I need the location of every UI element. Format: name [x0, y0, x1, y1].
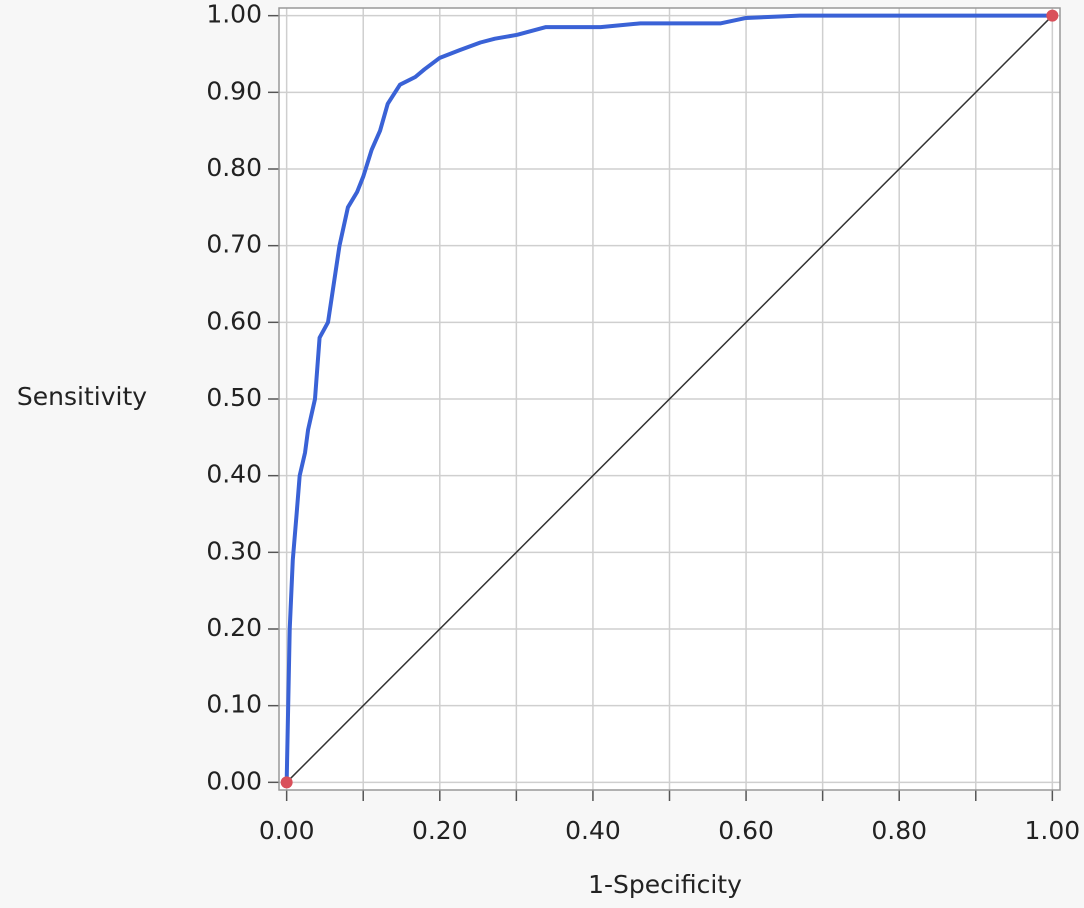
y-tick-label: 0.90: [206, 76, 262, 105]
y-tick-label: 0.10: [206, 690, 262, 719]
x-axis-label: 1-Specificity: [588, 870, 742, 899]
y-tick-label: 0.20: [206, 613, 262, 642]
y-tick-label: 0.00: [206, 766, 262, 795]
x-tick-label: 0.60: [718, 816, 774, 845]
x-tick-label: 0.20: [412, 816, 468, 845]
y-tick-label: 1.00: [206, 0, 262, 29]
endpoint-marker: [1046, 9, 1059, 22]
y-tick-label: 0.40: [206, 460, 262, 489]
x-tick-label: 0.80: [871, 816, 927, 845]
reference-diagonal: [286, 15, 1053, 783]
plot-frame: [278, 7, 1061, 791]
x-tick-label: 1.00: [1025, 816, 1081, 845]
endpoint-marker: [280, 776, 293, 789]
y-tick-label: 0.70: [206, 230, 262, 259]
roc-curve: [284, 13, 1053, 783]
y-tick-label: 0.60: [206, 306, 262, 335]
y-tick-label: 0.80: [206, 153, 262, 182]
y-tick-label: 0.30: [206, 536, 262, 565]
y-tick-label: 0.50: [206, 383, 262, 412]
x-tick-label: 0.40: [565, 816, 621, 845]
y-axis-label: Sensitivity: [17, 382, 147, 411]
x-tick-label: 0.00: [259, 816, 315, 845]
